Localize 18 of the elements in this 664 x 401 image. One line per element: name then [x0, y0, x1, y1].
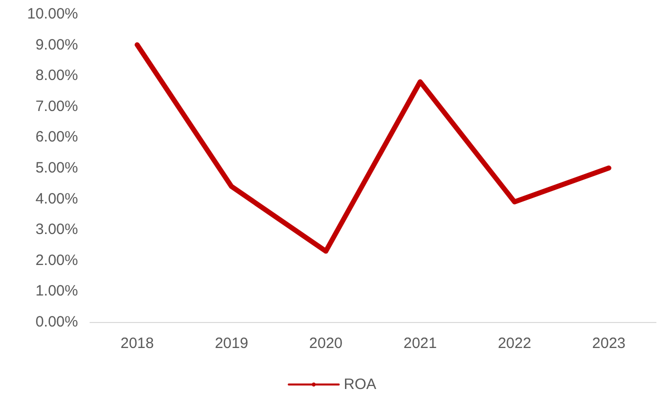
y-tick-label: 8.00%	[35, 67, 78, 84]
y-tick-label: 7.00%	[35, 98, 78, 115]
x-tick-label: 2018	[120, 335, 154, 352]
x-tick-label: 2019	[214, 335, 248, 352]
y-tick-label: 6.00%	[35, 128, 78, 146]
y-tick-label: 0.00%	[35, 314, 78, 330]
y-tick-label: 4.00%	[35, 190, 78, 208]
x-tick-label: 2020	[309, 335, 343, 352]
y-tick-label: 5.00%	[35, 160, 78, 176]
legend-label: ROA	[344, 376, 376, 393]
y-tick-label: 9.00%	[35, 36, 78, 54]
y-tick-label: 1.00%	[35, 282, 78, 300]
y-tick-label: 2.00%	[35, 252, 78, 269]
x-tick-label: 2022	[498, 335, 532, 352]
y-tick-label: 10.00%	[27, 6, 78, 22]
y-tick-label: 3.00%	[35, 221, 78, 238]
x-tick-label: 2023	[592, 335, 626, 352]
x-tick-label: 2021	[403, 335, 437, 352]
